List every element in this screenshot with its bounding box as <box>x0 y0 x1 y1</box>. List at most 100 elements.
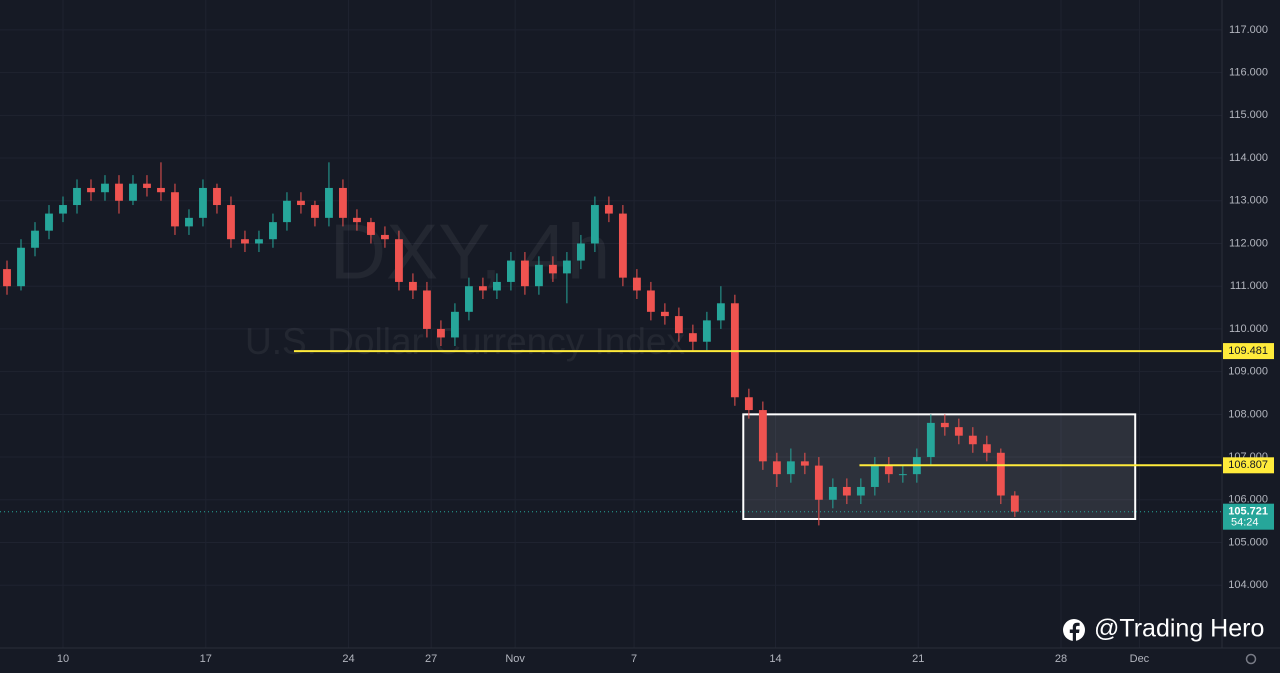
candle-body <box>492 281 501 291</box>
candle-body <box>590 205 599 244</box>
candle-body <box>1010 495 1019 512</box>
candle-body <box>451 311 459 338</box>
candle-body <box>870 465 879 487</box>
candle-body <box>17 247 25 287</box>
candle-body <box>381 234 389 240</box>
candle-body <box>255 239 263 244</box>
candle-body <box>814 465 823 500</box>
candle-body <box>996 452 1005 496</box>
y-tick-label: 115.000 <box>1229 109 1268 121</box>
candle-body <box>171 192 179 227</box>
candle-body <box>143 183 151 188</box>
x-tick-label: Nov <box>505 653 525 665</box>
candle-body <box>660 311 669 317</box>
candle-body <box>325 187 333 218</box>
y-tick-label: 108.000 <box>1228 408 1268 420</box>
watermark-description: U.S. Dollar Currency Index <box>245 321 686 362</box>
candle-body <box>618 213 627 278</box>
candle-body <box>409 281 417 291</box>
x-tick-label: 27 <box>425 653 437 665</box>
candle-body <box>702 320 711 342</box>
candle-body <box>311 205 319 218</box>
candle-body <box>101 183 109 193</box>
candle-body <box>744 397 753 411</box>
candle-body <box>716 303 725 321</box>
brand-text: @Trading Hero <box>1094 615 1264 643</box>
candle-body <box>87 187 95 193</box>
settings-icon[interactable] <box>1245 653 1257 665</box>
candle-body <box>241 239 249 244</box>
candle-body <box>562 260 571 274</box>
candle-body <box>297 200 305 206</box>
x-tick-label: 28 <box>1055 653 1067 665</box>
candle-body <box>632 277 641 291</box>
x-tick-label: 10 <box>57 653 69 665</box>
countdown: 54:24 <box>1231 517 1259 529</box>
candle-body <box>395 239 403 282</box>
candle-body <box>227 205 235 240</box>
facebook-glyph <box>1069 622 1080 643</box>
x-tick-label: 24 <box>342 653 354 665</box>
candle-body <box>534 264 543 287</box>
candle-body <box>856 486 865 496</box>
watermark-symbol: DXY, 4h <box>330 208 610 296</box>
settings-gear[interactable] <box>1245 653 1257 665</box>
y-tick-label: 116.000 <box>1229 67 1268 79</box>
candle-body <box>73 187 81 206</box>
x-tick-label: 14 <box>769 653 781 665</box>
y-tick-label: 110.000 <box>1229 323 1268 335</box>
candle-body <box>800 461 809 466</box>
candle-body <box>898 474 907 476</box>
last-price-bg <box>1223 503 1274 530</box>
candle-body <box>520 260 529 287</box>
candle-body <box>772 461 781 475</box>
candle-body <box>968 435 977 445</box>
level-label-bg <box>1223 457 1274 474</box>
candle-body <box>185 217 193 227</box>
candle-body <box>129 183 137 201</box>
candle-body <box>646 290 655 312</box>
candle-body <box>884 465 893 475</box>
level-label: 106.807 <box>1228 459 1268 471</box>
y-tick-label: 111.000 <box>1230 280 1268 292</box>
candle-body <box>269 222 277 240</box>
level-label-bg <box>1223 343 1274 360</box>
candle-body <box>576 243 585 261</box>
candle-body <box>59 205 67 214</box>
y-tick-label: 109.000 <box>1228 366 1268 378</box>
x-tick-label: 17 <box>200 653 212 665</box>
candle-body <box>45 213 53 231</box>
candle-body <box>157 187 165 193</box>
y-tick-label: 104.000 <box>1228 579 1268 591</box>
y-tick-label: 106.000 <box>1228 494 1268 506</box>
x-tick-label: Dec <box>1130 653 1150 665</box>
candle-body <box>758 410 767 462</box>
brand: @Trading Hero <box>1063 615 1264 643</box>
candle-body <box>199 187 207 218</box>
candle-body <box>339 187 347 218</box>
x-tick-label: 21 <box>912 653 924 665</box>
candle-body <box>353 217 361 223</box>
candle-body <box>506 260 515 282</box>
candle-body <box>940 422 949 428</box>
candle-body <box>367 222 375 235</box>
candle-body <box>437 328 445 338</box>
range-box <box>742 413 1137 520</box>
candle-body <box>3 269 11 287</box>
candle-body <box>828 486 837 500</box>
candle-body <box>423 290 431 329</box>
candle-body <box>786 461 795 475</box>
level-label: 109.481 <box>1228 345 1268 357</box>
y-tick-label: 114.000 <box>1229 152 1268 164</box>
candle-body <box>479 286 487 291</box>
y-tick-label: 112.000 <box>1229 237 1268 249</box>
candle-body <box>31 230 39 248</box>
y-tick-label: 117.000 <box>1229 24 1268 36</box>
candle-body <box>982 444 991 453</box>
candle-body <box>115 183 123 201</box>
candle-body <box>213 187 221 206</box>
candle-body <box>674 316 683 334</box>
candle-body <box>688 333 697 342</box>
